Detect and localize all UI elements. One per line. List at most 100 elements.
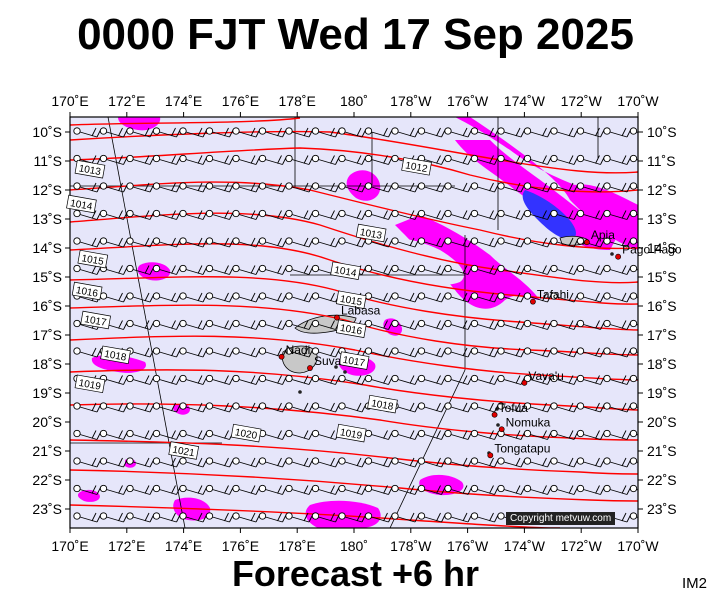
wind-barb [205, 512, 234, 523]
isobar-label-box [330, 261, 361, 280]
wind-barb [311, 127, 340, 138]
lat-label-left: 15˚S [32, 269, 62, 285]
wind-barb [205, 292, 234, 303]
isobar-label-box [100, 345, 131, 365]
wind-barb [629, 264, 638, 273]
isobar-label: 1015 [77, 249, 109, 269]
isobar-label: 1019 [335, 423, 367, 443]
wind-barb [152, 347, 181, 358]
lat-label-left: 19˚S [32, 385, 62, 401]
wind-barb [629, 347, 638, 355]
wind-barb [232, 319, 261, 330]
lat-label-right: 15˚S [647, 269, 677, 285]
lon-label-bottom: 180˚ [340, 538, 368, 554]
isobar-label-box [74, 159, 106, 179]
isobar-label-box [80, 310, 111, 330]
isobar-label: 1016 [335, 319, 367, 338]
isobar-value: 1017 [83, 314, 107, 329]
isobar-value: 1020 [234, 427, 258, 442]
lon-label-top: 180˚ [340, 93, 368, 109]
place-name: Vava'u [528, 369, 563, 383]
isobar-line [70, 243, 638, 305]
wind-barb [444, 127, 473, 138]
wind-barb [73, 264, 102, 275]
lat-label-right: 22˚S [647, 472, 677, 488]
wind-barb [603, 127, 632, 138]
place-marker [278, 353, 285, 360]
isobar-label-box [230, 423, 262, 443]
wind-barb [99, 209, 128, 220]
isobar-label-box [401, 157, 432, 176]
wind-barb [126, 182, 155, 193]
wind-barb [444, 319, 473, 330]
lat-label-left: 18˚S [32, 356, 62, 372]
wind-barb [629, 127, 638, 135]
isobar-label: 1021 [168, 441, 200, 460]
wind-barb [417, 512, 446, 523]
lon-label-bottom: 170˚E [51, 538, 88, 554]
wind-barb [152, 484, 181, 495]
lon-label-bottom: 174˚E [165, 538, 202, 554]
lon-label-bottom: 176˚E [222, 538, 259, 554]
wind-barb [576, 209, 605, 220]
wind-barb [179, 182, 208, 193]
wind-barb [629, 484, 638, 493]
wind-barb [126, 374, 155, 385]
wind-barb [73, 347, 102, 358]
wind-barb [311, 374, 340, 385]
wind-barb [470, 319, 499, 330]
wind-barb [205, 264, 234, 275]
rain-patch [395, 215, 540, 309]
isobar-value: 1018 [370, 398, 394, 413]
wind-barb [179, 292, 208, 303]
wind-barb [152, 127, 181, 138]
wind-barb [364, 429, 393, 440]
wind-barb [364, 457, 393, 468]
isobar-value: 1014 [69, 198, 93, 213]
wind-barb [338, 182, 367, 193]
wind-barb [550, 402, 579, 413]
isobar-label-box [367, 394, 398, 414]
wind-barb [179, 374, 208, 385]
wind-barb [576, 374, 605, 385]
isobar-label-box [335, 290, 367, 309]
wind-barb [285, 154, 314, 165]
wind-barb [364, 292, 393, 303]
isobar-value: 1016 [75, 285, 99, 300]
wind-barb [311, 292, 340, 303]
wind-barb [576, 402, 605, 413]
isobar-line [70, 117, 301, 126]
wind-barb [232, 402, 261, 413]
lat-label-right: 16˚S [647, 298, 677, 314]
lat-label-left: 21˚S [32, 443, 62, 459]
wind-barb [338, 237, 367, 248]
wind-barb [205, 182, 234, 193]
wind-barb [470, 127, 499, 138]
lat-label-left: 13˚S [32, 211, 62, 227]
wind-barb [629, 292, 638, 300]
wind-barb [205, 237, 234, 248]
wind-barb [470, 154, 499, 165]
wind-barb [629, 209, 638, 218]
wind-barb [444, 237, 473, 248]
wind-barb [126, 347, 155, 358]
wind-barb [550, 484, 579, 495]
wind-barb [550, 264, 579, 275]
wind-barb [391, 512, 420, 523]
place-name: Pago Pago [622, 243, 682, 257]
wind-barb [470, 374, 499, 385]
wind-barb [285, 374, 314, 385]
wind-barb [444, 347, 473, 358]
wind-barb [338, 402, 367, 413]
wind-barb [285, 512, 314, 523]
wind-barb [285, 484, 314, 495]
wind-barb [470, 347, 499, 358]
wind-barb [603, 154, 632, 165]
wind-barb [497, 182, 526, 193]
wind-barb [285, 209, 314, 220]
wind-barb [73, 429, 102, 440]
small-island [610, 252, 614, 256]
wind-barb [179, 512, 208, 523]
